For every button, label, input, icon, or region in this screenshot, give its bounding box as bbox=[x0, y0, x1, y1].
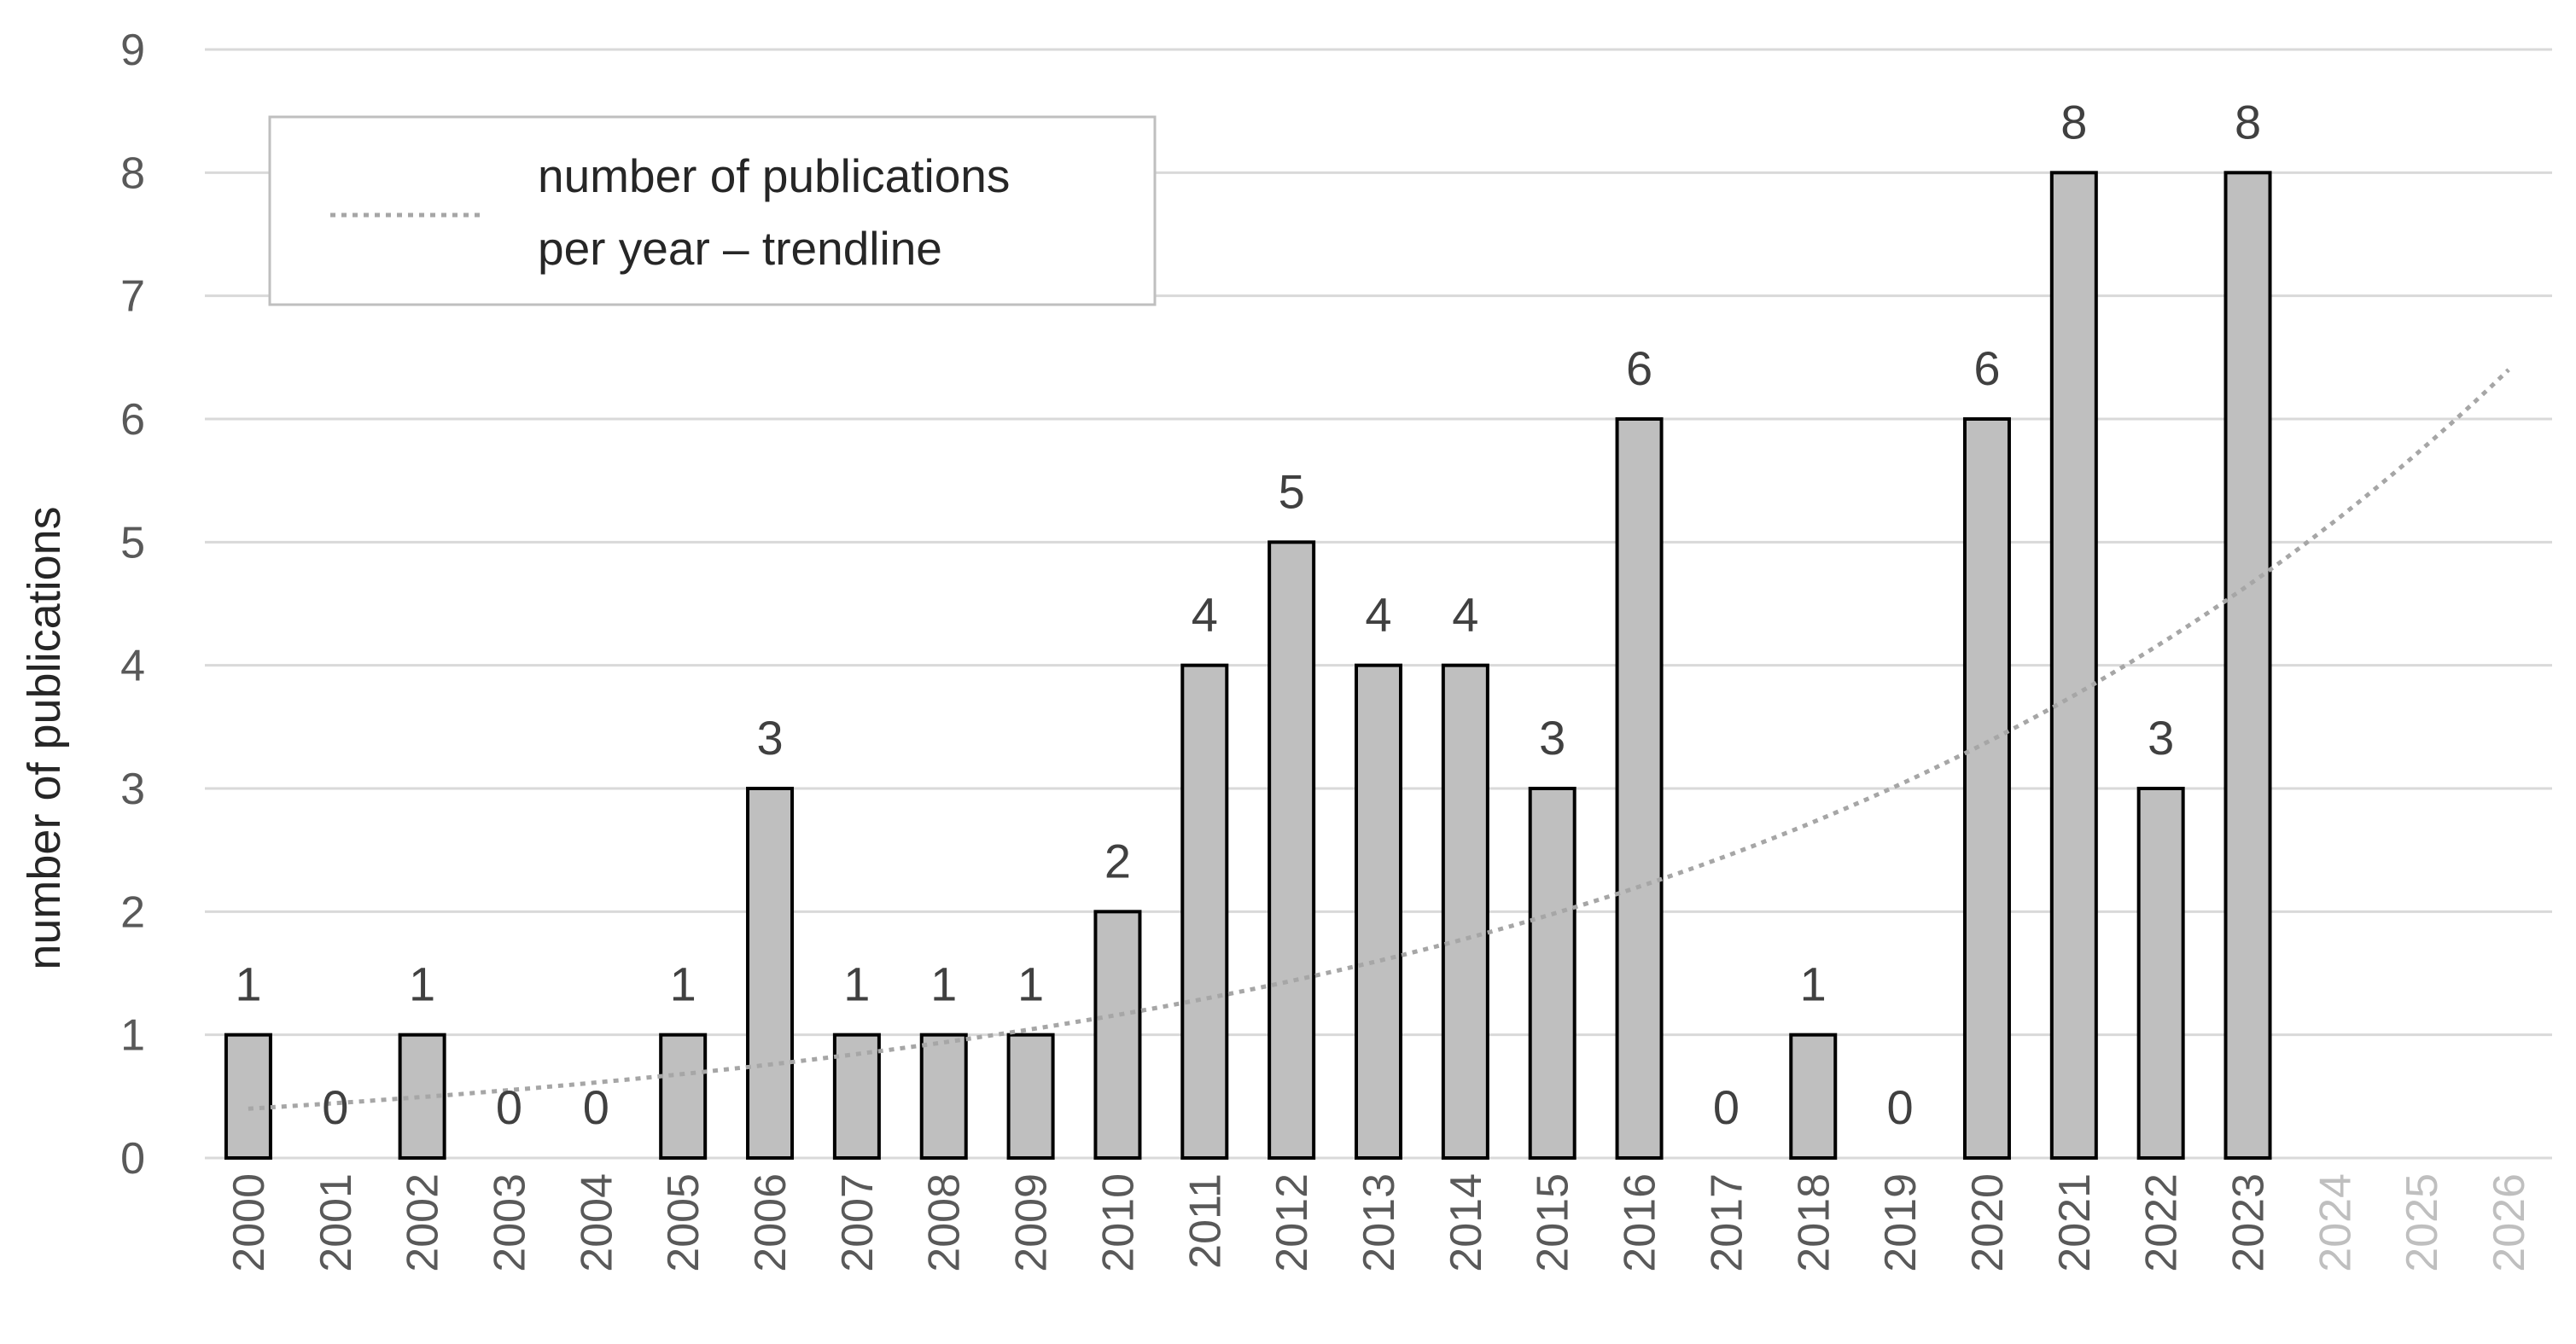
x-tick-label-2023: 2023 bbox=[2224, 1173, 2274, 1272]
data-label-2008: 1 bbox=[930, 957, 957, 1011]
data-label-2006: 3 bbox=[756, 711, 783, 765]
data-label-2014: 4 bbox=[1452, 588, 1478, 642]
data-label-2018: 1 bbox=[1800, 957, 1827, 1011]
data-label-2020: 6 bbox=[1973, 341, 2000, 395]
bars bbox=[224, 171, 2272, 1161]
legend-label-line-2: per year – trendline bbox=[538, 222, 942, 275]
y-tick-label: 9 bbox=[120, 26, 145, 75]
bar-2023 bbox=[2223, 171, 2272, 1160]
y-tick-label: 4 bbox=[120, 642, 145, 691]
x-tick-label-2007: 2007 bbox=[833, 1173, 883, 1272]
x-tick-label-2020: 2020 bbox=[1963, 1173, 2013, 1272]
data-label-2010: 2 bbox=[1104, 834, 1131, 887]
bar-2015 bbox=[1528, 787, 1576, 1160]
data-label-2009: 1 bbox=[1017, 957, 1044, 1011]
data-label-2015: 3 bbox=[1539, 711, 1565, 765]
y-tick-label: 1 bbox=[120, 1011, 145, 1061]
x-tick-label-2018: 2018 bbox=[1789, 1173, 1839, 1272]
data-label-2021: 8 bbox=[2060, 95, 2087, 148]
legend: number of publications per year – trendl… bbox=[268, 115, 1157, 306]
y-tick-label: 6 bbox=[120, 395, 145, 445]
bar-2008 bbox=[919, 1033, 968, 1160]
bar-2009 bbox=[1006, 1033, 1055, 1160]
y-tick-label: 7 bbox=[120, 272, 145, 322]
data-label-2011: 4 bbox=[1192, 588, 1218, 642]
data-label-2004: 0 bbox=[583, 1080, 609, 1134]
bar-2010 bbox=[1093, 910, 1142, 1161]
x-tick-label-2016: 2016 bbox=[1616, 1173, 1665, 1272]
bar-2005 bbox=[659, 1033, 708, 1160]
bar-2012 bbox=[1268, 540, 1316, 1160]
bar-2020 bbox=[1962, 417, 2011, 1160]
bar-2011 bbox=[1180, 663, 1229, 1160]
data-label-2002: 1 bbox=[409, 957, 435, 1011]
y-tick-label: 8 bbox=[120, 148, 145, 198]
x-tick-label-2011: 2011 bbox=[1180, 1173, 1230, 1269]
bar-2000 bbox=[224, 1033, 272, 1160]
x-tick-label-2015: 2015 bbox=[1529, 1173, 1578, 1272]
x-tick-label-2008: 2008 bbox=[920, 1173, 970, 1272]
x-tick-label-2001: 2001 bbox=[312, 1173, 361, 1272]
data-label-2001: 0 bbox=[322, 1080, 348, 1134]
data-labels: 1 0 1 0 0 1 3 1 1 1 2 4 5 4 4 3 6 0 1 0 6 8 3 8 bbox=[235, 95, 2261, 1134]
data-label-2013: 4 bbox=[1365, 588, 1391, 642]
x-tick-label-2019: 2019 bbox=[1876, 1173, 1926, 1272]
x-tick-label-2025: 2025 bbox=[2398, 1173, 2447, 1272]
legend-label: number of publications per year – trendl… bbox=[538, 149, 1023, 275]
bar-2018 bbox=[1789, 1033, 1838, 1160]
x-tick-label-2024: 2024 bbox=[2311, 1173, 2360, 1272]
data-label-2005: 1 bbox=[670, 957, 696, 1011]
x-tick-label-2000: 2000 bbox=[224, 1173, 274, 1272]
x-axis-ticks: 2000 2001 2002 2003 2004 2005 2006 2007 2008 2009… bbox=[224, 1173, 2534, 1272]
bar-2014 bbox=[1441, 663, 1489, 1160]
x-tick-label-2002: 2002 bbox=[399, 1173, 448, 1272]
x-tick-label-2026: 2026 bbox=[2485, 1173, 2534, 1272]
y-axis-title: number of publications bbox=[19, 506, 70, 969]
x-tick-label-2006: 2006 bbox=[746, 1173, 796, 1272]
bar-2006 bbox=[746, 787, 795, 1160]
data-label-2016: 6 bbox=[1626, 341, 1652, 395]
data-label-2023: 8 bbox=[2235, 95, 2261, 148]
y-tick-label: 2 bbox=[120, 887, 145, 937]
x-tick-label-2021: 2021 bbox=[2050, 1173, 2100, 1272]
trendline bbox=[248, 368, 2510, 1111]
y-tick-label: 3 bbox=[120, 765, 145, 814]
data-label-2003: 0 bbox=[496, 1080, 522, 1134]
legend-box bbox=[268, 115, 1157, 306]
data-label-2000: 1 bbox=[235, 957, 261, 1011]
x-tick-label-2022: 2022 bbox=[2137, 1173, 2187, 1272]
x-tick-label-2005: 2005 bbox=[659, 1173, 708, 1272]
y-tick-label: 5 bbox=[120, 518, 145, 567]
bar-2013 bbox=[1355, 663, 1402, 1160]
data-label-2022: 3 bbox=[2148, 711, 2174, 765]
bar-2021 bbox=[2049, 171, 2098, 1160]
x-tick-label-2012: 2012 bbox=[1268, 1173, 1317, 1272]
x-tick-label-2009: 2009 bbox=[1007, 1173, 1057, 1272]
legend-label-line-1: number of publications bbox=[538, 149, 1010, 202]
y-axis-ticks: 0 1 2 3 4 5 6 7 8 9 bbox=[120, 26, 145, 1184]
x-tick-label-2014: 2014 bbox=[1442, 1173, 1491, 1272]
x-tick-label-2004: 2004 bbox=[572, 1173, 621, 1272]
x-tick-label-2010: 2010 bbox=[1093, 1173, 1143, 1272]
data-label-2019: 0 bbox=[1887, 1080, 1914, 1134]
y-tick-label: 0 bbox=[120, 1134, 145, 1184]
bar-2022 bbox=[2136, 787, 2185, 1160]
data-label-2007: 1 bbox=[843, 957, 870, 1011]
data-label-2012: 5 bbox=[1279, 464, 1305, 518]
x-tick-label-2017: 2017 bbox=[1702, 1173, 1751, 1272]
bar-2016 bbox=[1615, 417, 1664, 1160]
x-tick-label-2003: 2003 bbox=[485, 1173, 534, 1272]
x-tick-label-2013: 2013 bbox=[1355, 1173, 1404, 1272]
data-label-2017: 0 bbox=[1713, 1080, 1740, 1134]
